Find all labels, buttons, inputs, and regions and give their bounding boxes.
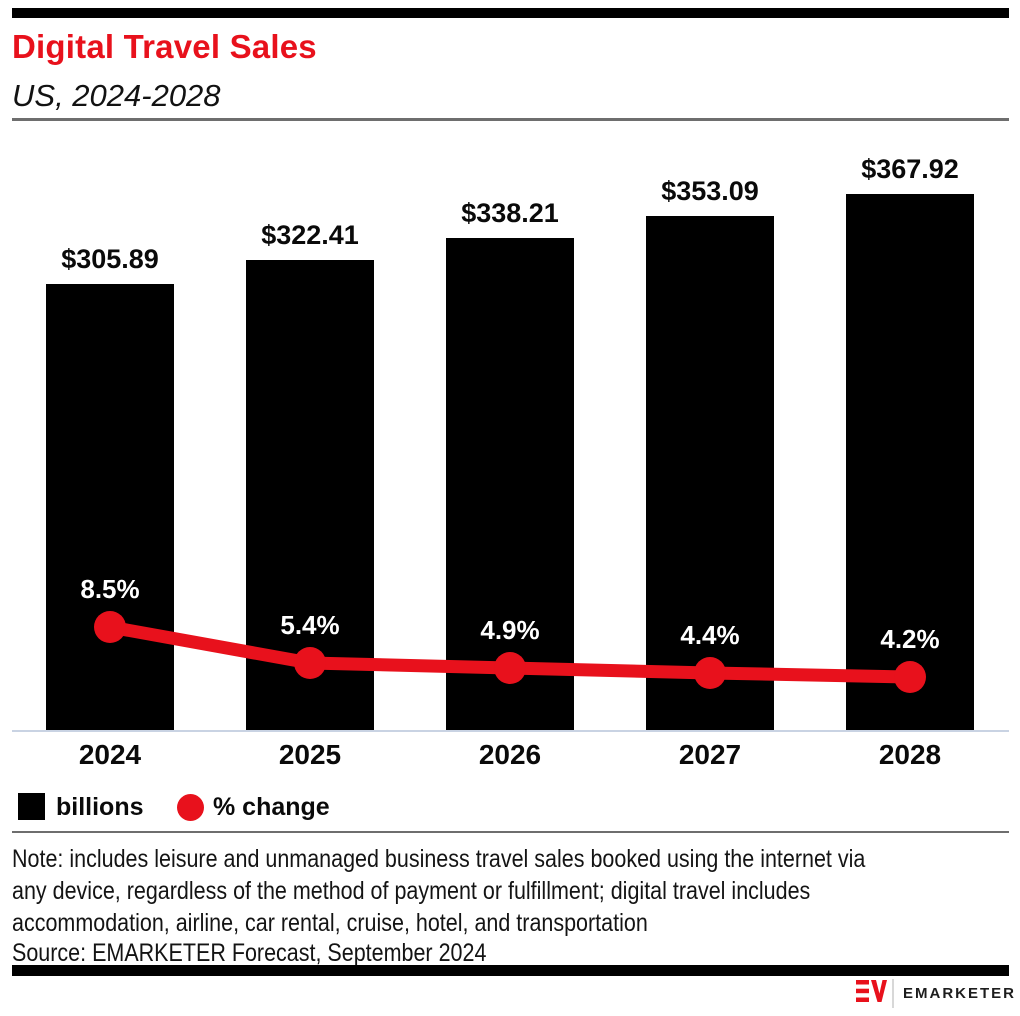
bar-value-2028: $367.92 [861,154,959,184]
legend-label-pct-change: % change [213,793,330,821]
source-text: Source: EMARKETER Forecast, September 20… [12,939,487,967]
pct-label-2024: 8.5% [80,574,140,604]
bar-value-2024: $305.89 [61,244,159,274]
bar-value-2025: $322.41 [261,220,359,250]
x-axis-line [12,730,1009,732]
bar-2027 [646,216,774,730]
x-label-2028: 2028 [878,739,942,770]
top-divider [12,8,1009,18]
bar-2024 [46,284,174,730]
bar-value-2027: $353.09 [661,176,759,206]
bar-2026 [446,238,574,730]
chart-subtitle: US, 2024-2028 [12,78,221,113]
logo-divider [892,979,894,1008]
emarketer-logo-icon [856,980,887,1002]
brand-wordmark: EMARKETER [903,985,1017,1002]
legend-swatch-pct-change [177,794,204,821]
pct-label-2026: 4.9% [480,615,540,645]
x-label-2024: 2024 [78,739,142,770]
note-line-3: accommodation, airline, car rental, crui… [12,909,648,937]
bar-value-2026: $338.21 [461,198,559,228]
note-line-1: Note: includes leisure and unmanaged bus… [12,845,866,873]
note-line-2: any device, regardless of the method of … [12,877,811,905]
bottom-divider [12,965,1009,976]
x-label-2027: 2027 [678,739,742,770]
pct-label-2028: 4.2% [880,624,940,654]
chart-title: Digital Travel Sales [12,28,317,65]
legend-label-billions: billions [56,793,144,821]
pct-label-2027: 4.4% [680,620,740,650]
header-divider [12,118,1009,121]
bar-2025 [246,260,374,730]
x-label-2025: 2025 [278,739,342,770]
note-divider [12,831,1009,833]
pct-label-2025: 5.4% [280,610,340,640]
legend-swatch-billions [18,793,45,820]
x-label-2026: 2026 [478,739,542,770]
